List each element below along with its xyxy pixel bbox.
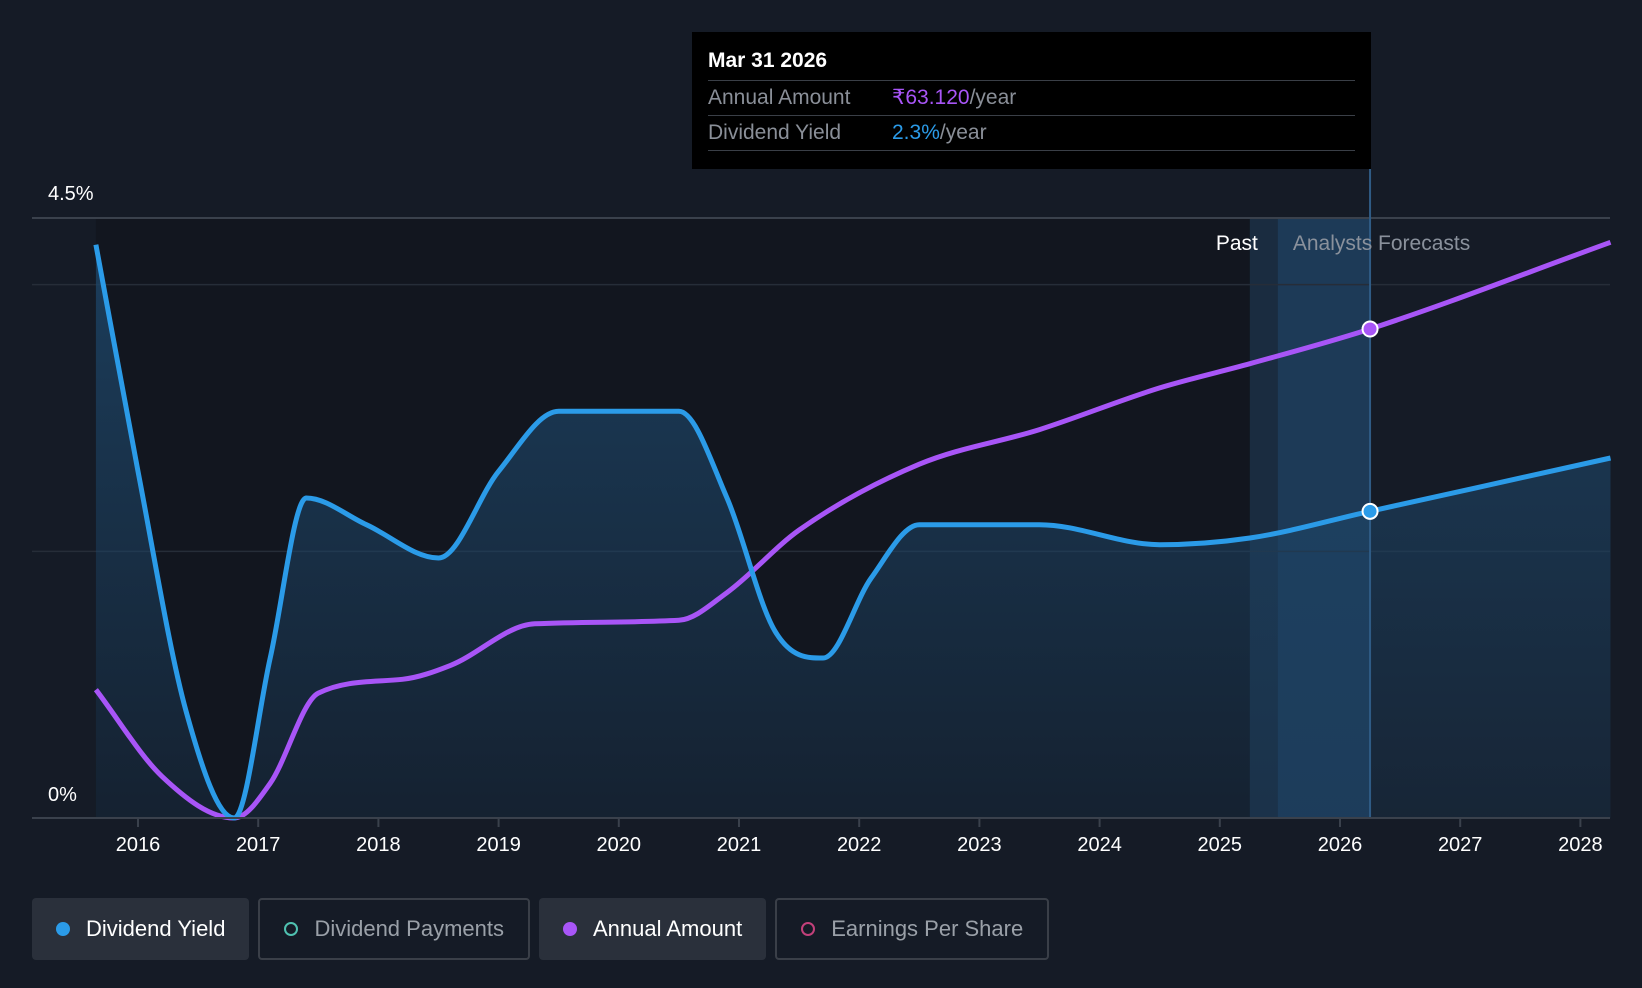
legend-earnings-per-share-button[interactable]: Earnings Per Share bbox=[775, 898, 1050, 960]
x-tick-label: 2017 bbox=[236, 834, 281, 856]
legend-annual-amount-button[interactable]: Annual Amount bbox=[538, 898, 767, 960]
dividend-yield-marker[interactable] bbox=[1361, 502, 1379, 520]
x-axis: 2016 2017 2018 2019 2020 2021 2022 2023 2024 2025… bbox=[32, 817, 1610, 856]
y-axis-label-top: 4.5% bbox=[48, 183, 94, 205]
past-label: Past bbox=[1216, 232, 1258, 255]
hover-tooltip: Mar 31 2026 Annual Amount ₹63.120 /year … bbox=[692, 32, 1371, 169]
tooltip-unit: /year bbox=[939, 121, 987, 144]
x-tick-label: 2016 bbox=[116, 834, 161, 856]
x-tick-label: 2019 bbox=[476, 834, 521, 856]
tooltip-label: Dividend Yield bbox=[708, 121, 842, 144]
dividend-payments-circle-icon bbox=[284, 922, 299, 936]
tooltip-value: 2.3% bbox=[892, 121, 940, 144]
annual-amount-line bbox=[93, 239, 1612, 821]
tooltip-unit: /year bbox=[969, 86, 1017, 109]
legend: Dividend Yield Dividend Payments Annual … bbox=[32, 898, 1050, 960]
x-tick-label: 2026 bbox=[1318, 834, 1363, 856]
dividend-yield-area bbox=[95, 244, 1611, 818]
analysts-forecasts-label: Analysts Forecasts bbox=[1293, 232, 1470, 255]
tooltip-value: ₹63.120 bbox=[892, 86, 970, 109]
x-tick-label: 2021 bbox=[717, 834, 762, 856]
dividend-yield-dot-icon bbox=[56, 922, 70, 936]
legend-label: Earnings Per Share bbox=[831, 916, 1024, 941]
dividend-yield-line bbox=[93, 244, 1612, 821]
y-axis-label-bottom: 0% bbox=[48, 784, 77, 806]
annual-amount-dot-icon bbox=[562, 922, 577, 936]
tooltip-row-dividend-yield: Dividend Yield 2.3% /year bbox=[708, 116, 1355, 151]
tooltip-date: Mar 31 2026 bbox=[708, 46, 1355, 81]
legend-label: Dividend Yield bbox=[86, 916, 226, 941]
legend-dividend-payments-button[interactable]: Dividend Payments bbox=[258, 898, 530, 960]
x-tick-label: 2023 bbox=[957, 834, 1002, 856]
legend-label: Dividend Payments bbox=[314, 916, 504, 941]
x-tick-label: 2025 bbox=[1198, 834, 1243, 856]
earnings-per-share-circle-icon bbox=[801, 922, 816, 936]
annual-amount-marker[interactable] bbox=[1361, 320, 1379, 338]
x-tick-label: 2024 bbox=[1077, 834, 1122, 856]
x-tick-label: 2028 bbox=[1558, 834, 1603, 856]
legend-dividend-yield-button[interactable]: Dividend Yield bbox=[32, 898, 250, 960]
tooltip-row-annual-amount: Annual Amount ₹63.120 /year bbox=[708, 81, 1355, 116]
x-tick-label: 2020 bbox=[597, 834, 642, 856]
x-tick-label: 2018 bbox=[356, 834, 401, 856]
x-tick-label: 2022 bbox=[837, 834, 882, 856]
legend-label: Annual Amount bbox=[592, 916, 743, 941]
x-tick-label: 2027 bbox=[1438, 834, 1483, 856]
tooltip-label: Annual Amount bbox=[708, 86, 851, 109]
